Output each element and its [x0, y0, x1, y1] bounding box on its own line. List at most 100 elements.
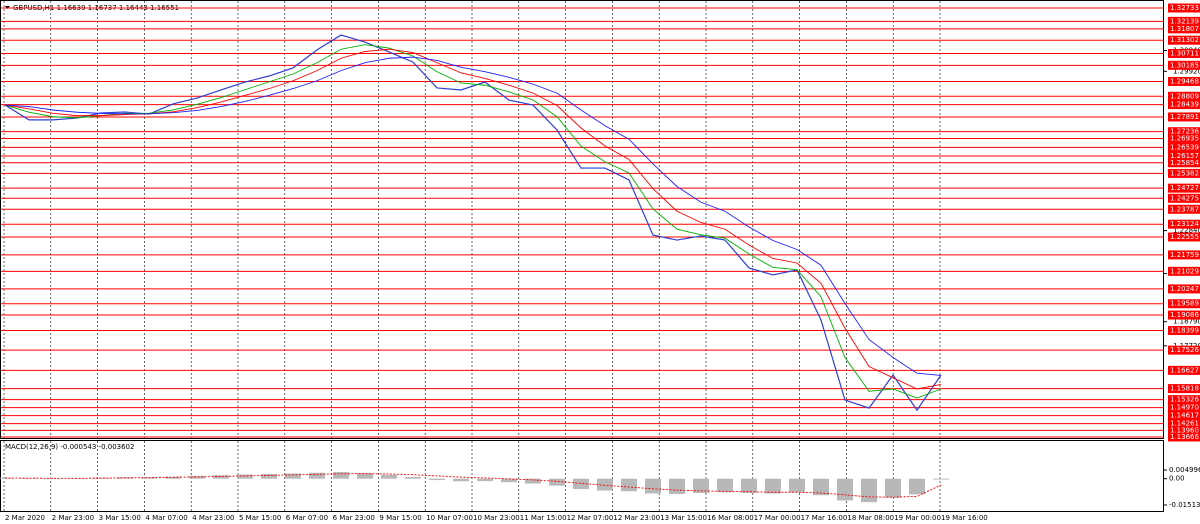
time-label: 2 Mar 23:00 [52, 514, 94, 522]
level-label: 1.19086 [1170, 311, 1199, 319]
level-label-box [1168, 100, 1200, 110]
level-label-box [1168, 219, 1200, 229]
level-label-box [1168, 168, 1200, 178]
macd-bar [309, 472, 325, 479]
level-label-box [1168, 419, 1200, 429]
level-label: 1.32733 [1170, 4, 1199, 12]
macd-bar [621, 478, 637, 492]
macd-bar [549, 478, 565, 486]
level-label: 1.13960 [1170, 426, 1199, 434]
level-label: 1.24275 [1170, 194, 1199, 202]
level-label: 1.31302 [1170, 36, 1199, 44]
macd-bar [453, 478, 469, 482]
time-label: 4 Mar 07:00 [145, 514, 187, 522]
time-label: 10 Mar 23:00 [473, 514, 520, 522]
time-label: 18 Mar 08:00 [847, 514, 894, 522]
time-label: 13 Mar 15:00 [660, 514, 707, 522]
time-label: 11 Mar 15:00 [520, 514, 567, 522]
level-label-box [1168, 425, 1200, 435]
level-label-box [1168, 48, 1200, 58]
macd-bar [525, 478, 541, 484]
level-label: 1.32139 [1170, 17, 1199, 25]
level-label: 1.25854 [1170, 159, 1199, 167]
level-label: 1.28809 [1170, 92, 1199, 100]
level-label-box [1168, 403, 1200, 413]
macd-bar [597, 478, 613, 491]
level-label: 1.19589 [1170, 300, 1199, 308]
level-label-box [1168, 345, 1200, 355]
time-label: 12 Mar 07:00 [567, 514, 614, 522]
level-label-box [1168, 395, 1200, 405]
time-label: 9 Mar 15:00 [379, 514, 421, 522]
level-label-box [1168, 151, 1200, 161]
level-label: 1.25382 [1170, 169, 1199, 177]
level-label: 1.26935 [1170, 134, 1199, 142]
macd-bar [765, 478, 781, 494]
time-label: 5 Mar 15:00 [239, 514, 281, 522]
macd-title: MACD(12,26,9) -0.000543 -0.003602 [5, 443, 134, 451]
y-tick-label: 1.18790 [1173, 318, 1200, 326]
level-label-box [1168, 60, 1200, 70]
level-label: 1.30185 [1170, 61, 1199, 69]
y-tick-label: 0.004996 [1169, 466, 1200, 474]
level-label-box [1168, 266, 1200, 276]
macd-bar [645, 478, 661, 494]
time-label: 17 Mar 00:00 [754, 514, 801, 522]
level-label-box [1168, 193, 1200, 203]
macd-bar [885, 478, 901, 498]
macd-bar [189, 475, 205, 479]
macd-bar [717, 478, 733, 493]
macd-bar [741, 478, 757, 493]
level-label-box [1168, 384, 1200, 394]
macd-pane [0, 440, 1164, 512]
macd-bar [213, 475, 229, 479]
macd-bar [477, 478, 493, 482]
level-label-box [1168, 432, 1200, 442]
level-label-box [1168, 24, 1200, 34]
macd-bar [429, 478, 445, 481]
time-label: 2 Mar 2020 [5, 514, 45, 522]
level-label-box [1168, 204, 1200, 214]
time-label: 16 Mar 08:00 [707, 514, 754, 522]
level-label: 1.29468 [1170, 77, 1199, 85]
level-label: 1.21029 [1170, 267, 1199, 275]
level-label: 1.26157 [1170, 152, 1199, 160]
time-label: 3 Mar 15:00 [99, 514, 141, 522]
macd-bar [357, 473, 373, 479]
macd-bar [21, 478, 37, 479]
macd-bar [501, 478, 517, 483]
time-label: 6 Mar 23:00 [333, 514, 375, 522]
macd-bar [789, 478, 805, 493]
level-label: 1.27236 [1170, 128, 1199, 136]
macd-bar [693, 478, 709, 493]
macd-bar [933, 478, 949, 480]
y-tick-label: 1.29920 [1173, 67, 1200, 75]
level-label: 1.14261 [1170, 420, 1199, 428]
macd-bar [837, 478, 853, 501]
macd-bar [813, 478, 829, 496]
level-label: 1.24727 [1170, 184, 1199, 192]
macd-bar [669, 478, 685, 494]
level-label: 1.15326 [1170, 396, 1199, 404]
level-label: 1.23787 [1170, 205, 1199, 213]
level-label: 1.17526 [1170, 346, 1199, 354]
level-label-box [1168, 133, 1200, 143]
level-label: 1.14970 [1170, 404, 1199, 412]
price-line [4, 44, 942, 399]
macd-bar [69, 478, 85, 479]
level-label: 1.16627 [1170, 366, 1199, 374]
macd-bar [381, 474, 397, 479]
macd-bar [333, 472, 349, 479]
macd-bar [405, 476, 421, 479]
time-label: 6 Mar 07:00 [286, 514, 328, 522]
macd-bar [285, 473, 301, 479]
level-label-box [1168, 35, 1200, 45]
time-label: 19 Mar 16:00 [941, 514, 988, 522]
level-label: 1.27891 [1170, 113, 1199, 121]
price-line [4, 34, 942, 412]
level-label: 1.26539 [1170, 143, 1199, 151]
price-pane [0, 0, 1164, 439]
level-label-box [1168, 127, 1200, 137]
level-label: 1.22555 [1170, 233, 1199, 241]
level-label-box [1168, 158, 1200, 168]
